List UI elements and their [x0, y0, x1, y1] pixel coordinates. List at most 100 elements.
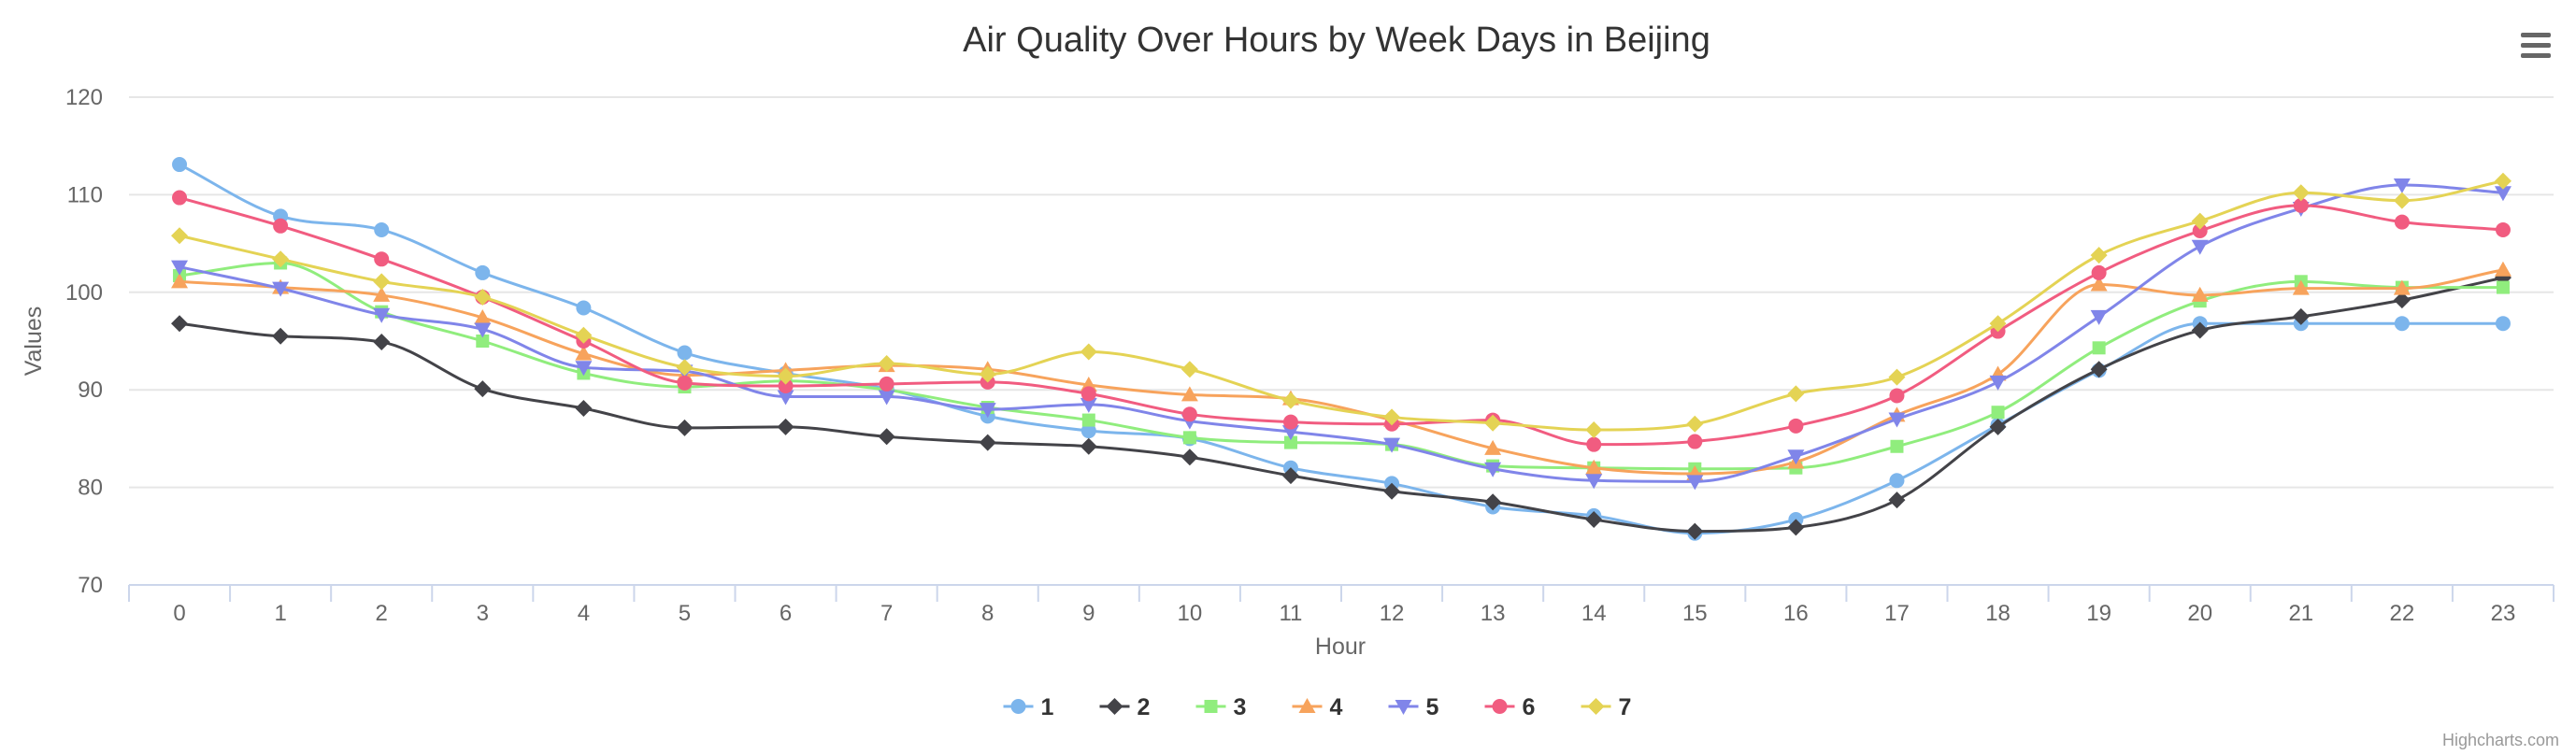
hamburger-menu-icon[interactable] [2521, 33, 2551, 58]
series-7-point-10[interactable] [1181, 361, 1198, 378]
legend-label-1[interactable]: 1 [1041, 694, 1054, 720]
series-4-point-10[interactable] [1181, 386, 1198, 402]
series-7-point-20[interactable] [2191, 212, 2209, 230]
series-2-point-8[interactable] [979, 434, 996, 451]
series-3-point-18[interactable] [1991, 406, 2005, 420]
series-6-point-5[interactable] [677, 375, 693, 391]
series-1-point-9[interactable] [1080, 423, 1096, 439]
series-3-point-9[interactable] [1081, 413, 1095, 427]
legend-item-5[interactable]: 5 [1388, 694, 1439, 720]
series-5-point-2[interactable] [373, 307, 391, 323]
series-5-point-18[interactable] [1989, 375, 2007, 391]
legend-item-3[interactable]: 3 [1195, 694, 1247, 720]
series-4-point-21[interactable] [2292, 279, 2310, 295]
series-7-point-2[interactable] [373, 273, 391, 291]
legend-marker-6[interactable] [1492, 699, 1508, 714]
series-3-point-3[interactable] [476, 335, 490, 348]
series-3-point-11[interactable] [1283, 435, 1297, 449]
series-1-point-17[interactable] [1889, 473, 1905, 489]
series-3-point-17[interactable] [1890, 439, 1904, 453]
series-5-point-14[interactable] [1585, 474, 1603, 490]
series-5-point-1[interactable] [272, 281, 290, 297]
legend-marker-7[interactable] [1587, 698, 1605, 715]
series-7-point-15[interactable] [1686, 415, 1704, 433]
series-5-point-20[interactable] [2191, 239, 2209, 255]
series-1-point-3[interactable] [475, 264, 491, 280]
series-4-point-14[interactable] [1585, 459, 1603, 475]
series-6-point-0[interactable] [172, 190, 188, 206]
series-7-point-23[interactable] [2494, 172, 2512, 190]
series-4-point-4[interactable] [575, 345, 593, 361]
series-3-point-23[interactable] [2496, 280, 2510, 294]
series-1-point-22[interactable] [2394, 316, 2410, 332]
series-5-point-19[interactable] [2090, 309, 2108, 325]
series-2-point-11[interactable] [1281, 467, 1299, 485]
series-3-line[interactable] [178, 261, 2505, 471]
series-2-point-17[interactable] [1888, 491, 1906, 509]
series-4-point-3[interactable] [474, 308, 492, 324]
series-7-point-21[interactable] [2292, 184, 2310, 202]
legend-marker-5[interactable] [1395, 700, 1412, 715]
series-5-point-13[interactable] [1484, 462, 1502, 477]
legend-item-7[interactable]: 7 [1581, 694, 1632, 720]
legend-item-6[interactable]: 6 [1484, 694, 1536, 720]
series-4-point-2[interactable] [373, 286, 391, 302]
series-6-point-21[interactable] [2293, 197, 2309, 213]
series-4-point-23[interactable] [2494, 261, 2512, 277]
series-2-point-0[interactable] [171, 315, 189, 333]
series-6-point-11[interactable] [1282, 414, 1298, 430]
legend-item-2[interactable]: 2 [1099, 694, 1151, 720]
series-2-point-1[interactable] [272, 327, 290, 345]
series-1-point-0[interactable] [172, 157, 188, 173]
series-7-point-16[interactable] [1787, 385, 1805, 403]
legend-item-1[interactable]: 1 [1003, 694, 1054, 720]
series-4-line[interactable] [178, 268, 2505, 476]
series-2-line[interactable] [178, 276, 2505, 534]
legend-marker-4[interactable] [1298, 698, 1316, 713]
series-7-point-3[interactable] [474, 289, 492, 306]
credits-link[interactable]: Highcharts.com [2442, 731, 2559, 749]
series-6-point-15[interactable] [1687, 434, 1703, 449]
series-5-point-11[interactable] [1281, 425, 1299, 441]
series-7-point-0[interactable] [171, 227, 189, 245]
series-2-point-5[interactable] [676, 419, 694, 436]
series-5-point-12[interactable] [1383, 437, 1401, 453]
series-2-point-18[interactable] [1989, 418, 2007, 435]
series-3-point-19[interactable] [2092, 341, 2106, 355]
series-6-point-1[interactable] [273, 218, 289, 234]
series-5-point-8[interactable] [979, 403, 996, 419]
series-2-point-12[interactable] [1383, 482, 1401, 500]
series-5-point-9[interactable] [1080, 397, 1097, 413]
series-6-point-10[interactable] [1181, 406, 1197, 422]
series-4-point-20[interactable] [2191, 286, 2209, 302]
series-7-point-12[interactable] [1383, 408, 1401, 426]
series-7-point-6[interactable] [777, 367, 794, 385]
series-5-point-23[interactable] [2494, 186, 2512, 202]
series-6-point-7[interactable] [879, 376, 894, 392]
series-6-point-19[interactable] [2091, 264, 2107, 280]
series-6-point-17[interactable] [1889, 388, 1905, 404]
series-5-point-7[interactable] [878, 390, 895, 406]
series-1-point-2[interactable] [374, 221, 390, 237]
series-1-point-5[interactable] [677, 345, 693, 361]
series-7-line[interactable] [178, 179, 2505, 432]
series-2-point-22[interactable] [2393, 292, 2411, 309]
series-4-point-13[interactable] [1484, 439, 1502, 455]
series-5-point-16[interactable] [1787, 449, 1805, 465]
series-4-point-22[interactable] [2393, 279, 2411, 295]
series-5-point-17[interactable] [1888, 412, 1906, 428]
series-7-point-18[interactable] [1989, 315, 2007, 333]
series-2-point-10[interactable] [1181, 449, 1198, 466]
series-2-point-13[interactable] [1484, 493, 1502, 511]
series-7-point-7[interactable] [878, 355, 895, 373]
series-2-point-4[interactable] [575, 400, 593, 418]
legend-label-3[interactable]: 3 [1234, 694, 1247, 720]
series-2-point-3[interactable] [474, 380, 492, 398]
series-5-line[interactable] [178, 183, 2505, 483]
legend-label-4[interactable]: 4 [1330, 694, 1343, 720]
series-2-point-6[interactable] [777, 418, 794, 435]
series-2-point-21[interactable] [2292, 307, 2310, 325]
series-7-point-9[interactable] [1080, 343, 1097, 361]
series-6-line[interactable] [178, 196, 2505, 447]
series-6-point-22[interactable] [2394, 214, 2410, 230]
